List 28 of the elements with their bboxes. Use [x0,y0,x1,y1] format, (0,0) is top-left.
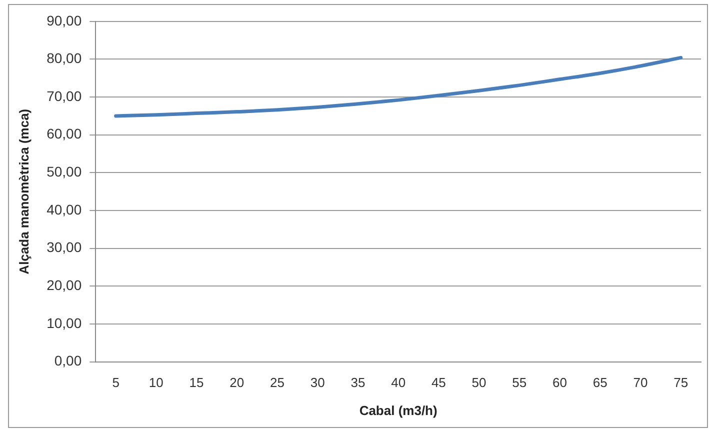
y-tick-label: 30,00 [46,239,82,256]
x-tick-label: 25 [270,375,284,390]
x-tick-label: 40 [391,375,406,390]
y-tick-label: 90,00 [46,12,82,28]
y-tick-label: 60,00 [46,126,82,142]
x-tick-label: 35 [350,375,366,390]
x-tick-label: 45 [431,375,446,390]
x-tick-label: 55 [512,375,527,390]
x-tick-label: 60 [552,375,567,390]
y-tick-label: 0,00 [54,352,82,369]
x-axis-title: Cabal (m3/h) [359,402,438,418]
x-tick-label: 15 [189,375,204,390]
y-tick-label: 80,00 [46,50,82,66]
x-tick-label: 65 [592,375,608,390]
x-tick-label: 30 [310,375,325,390]
y-tick-label: 50,00 [46,164,82,180]
x-tick-label: 5 [112,375,120,390]
x-tick-label: 50 [472,375,486,390]
x-tick-label: 10 [148,375,164,390]
x-tick-label: 75 [674,375,688,390]
x-tick-label: 20 [230,375,244,390]
y-tick-label: 20,00 [46,277,82,294]
y-tick-label: 40,00 [46,201,82,218]
y-tick-label: 10,00 [46,314,82,331]
x-tick-label: 70 [633,375,648,390]
y-axis-title: Alçada manomètrica (mca) [16,108,32,274]
line-series [114,56,683,118]
y-tick-label: 70,00 [46,88,82,104]
